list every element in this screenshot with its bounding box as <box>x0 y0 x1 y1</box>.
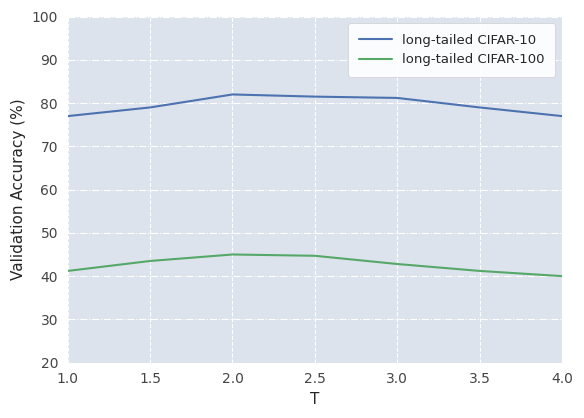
Line: long-tailed CIFAR-10: long-tailed CIFAR-10 <box>68 94 562 116</box>
long-tailed CIFAR-100 <box>64 268 71 273</box>
long-tailed CIFAR-100 <box>476 268 483 273</box>
long-tailed CIFAR-10 <box>64 114 71 119</box>
long-tailed CIFAR-10 <box>476 105 483 110</box>
long-tailed CIFAR-100 <box>558 274 565 279</box>
long-tailed CIFAR-10 <box>147 105 154 110</box>
long-tailed CIFAR-10 <box>311 94 318 99</box>
X-axis label: T: T <box>310 392 319 407</box>
long-tailed CIFAR-10 <box>229 92 236 97</box>
Line: long-tailed CIFAR-100: long-tailed CIFAR-100 <box>68 255 562 276</box>
long-tailed CIFAR-100 <box>147 258 154 263</box>
long-tailed CIFAR-10 <box>394 95 401 100</box>
Legend: long-tailed CIFAR-10, long-tailed CIFAR-100: long-tailed CIFAR-10, long-tailed CIFAR-… <box>348 23 555 77</box>
long-tailed CIFAR-100 <box>394 262 401 267</box>
long-tailed CIFAR-100 <box>311 253 318 258</box>
Y-axis label: Validation Accuracy (%): Validation Accuracy (%) <box>11 99 26 280</box>
long-tailed CIFAR-10 <box>558 114 565 119</box>
long-tailed CIFAR-100 <box>229 252 236 257</box>
